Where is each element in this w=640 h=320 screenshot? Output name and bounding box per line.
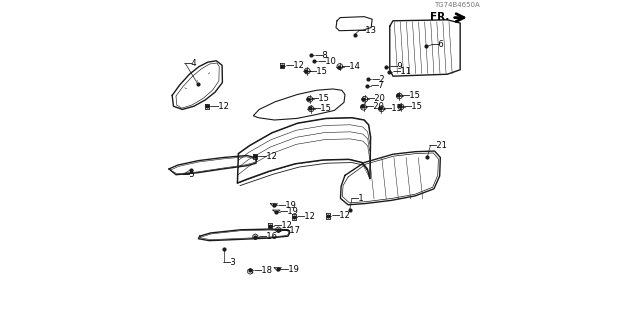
Text: —15: —15 — [402, 91, 420, 100]
Text: —5: —5 — [182, 170, 195, 179]
Text: —20: —20 — [366, 94, 385, 103]
Text: —7: —7 — [371, 81, 384, 90]
Text: —18: —18 — [253, 266, 273, 275]
Text: TG74B4650A: TG74B4650A — [434, 2, 479, 8]
Text: —4: —4 — [184, 60, 198, 68]
Text: —15: —15 — [311, 94, 330, 103]
Text: —20: —20 — [365, 102, 384, 111]
Text: —19: —19 — [277, 201, 296, 210]
Text: —12: —12 — [297, 212, 316, 221]
Text: —12: —12 — [332, 212, 350, 220]
Text: —11: —11 — [392, 68, 411, 76]
Text: —13: —13 — [358, 26, 377, 35]
Text: —3: —3 — [223, 258, 236, 267]
Text: —15: —15 — [383, 104, 402, 113]
Text: —10: —10 — [317, 57, 336, 66]
Text: —2: —2 — [371, 75, 385, 84]
Text: —15: —15 — [313, 104, 332, 113]
Text: —12: —12 — [259, 152, 277, 161]
Text: —12: —12 — [211, 102, 229, 111]
Text: —17: —17 — [282, 226, 301, 235]
Text: —9: —9 — [389, 62, 403, 71]
Text: —12: —12 — [285, 61, 304, 70]
Text: —6: —6 — [430, 40, 444, 49]
Text: —19: —19 — [280, 207, 298, 216]
Text: —1: —1 — [351, 194, 364, 203]
Text: —14: —14 — [342, 62, 360, 71]
Text: —19: —19 — [281, 265, 300, 274]
Text: —15: —15 — [403, 102, 422, 111]
Text: —15: —15 — [309, 67, 328, 76]
Text: —16: —16 — [259, 232, 278, 241]
Text: FR.: FR. — [430, 12, 450, 22]
Text: —8: —8 — [314, 51, 328, 60]
Text: —21: —21 — [429, 141, 447, 150]
Text: —12: —12 — [274, 221, 292, 230]
